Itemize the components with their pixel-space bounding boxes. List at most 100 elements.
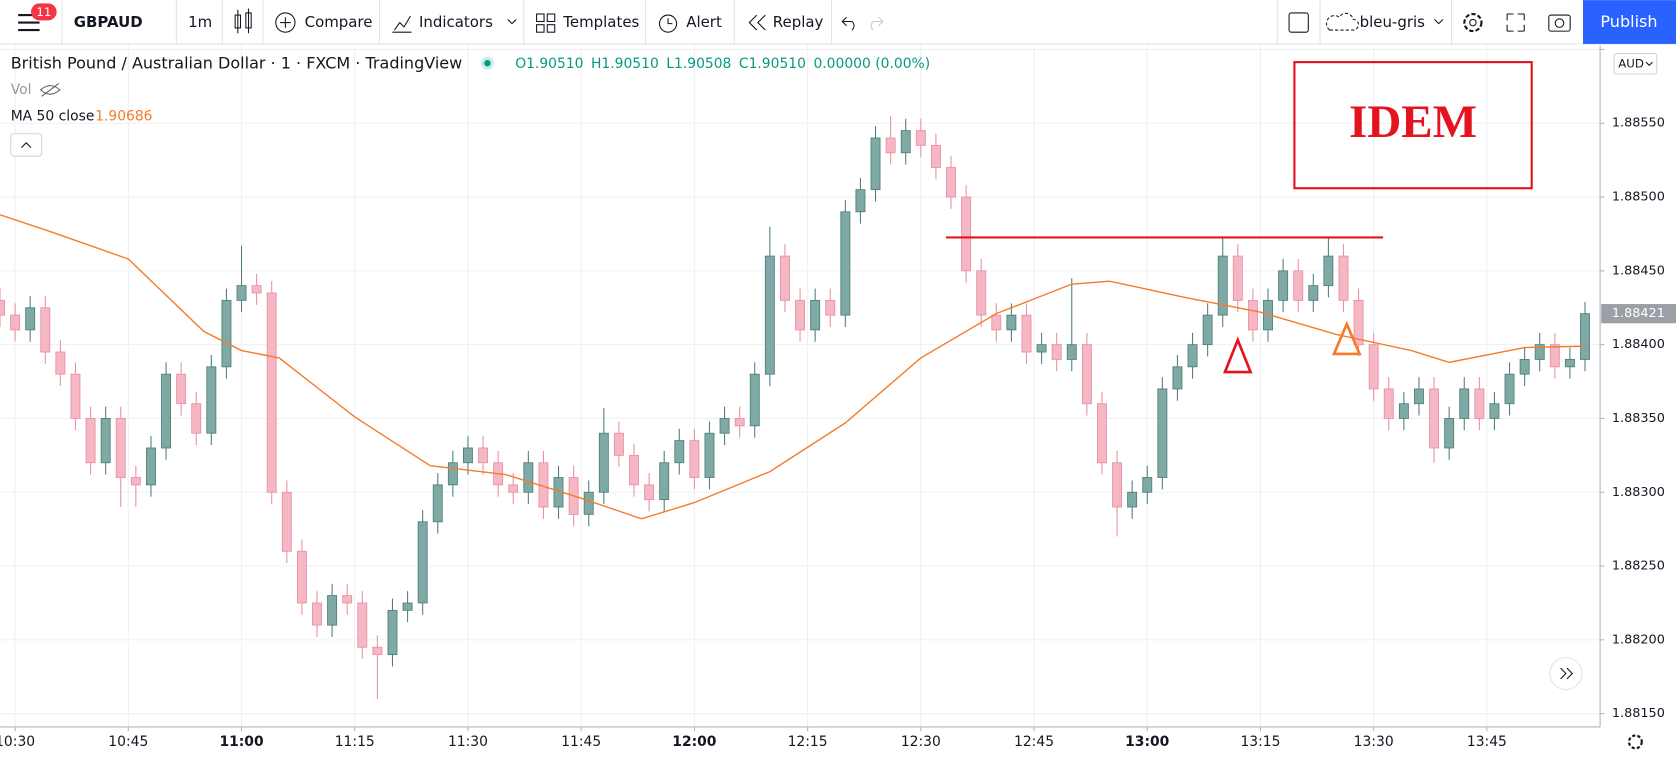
undo-button[interactable] [841, 16, 855, 31]
candle-body [598, 432, 609, 493]
axis-settings-button[interactable] [1627, 734, 1643, 750]
redo-button[interactable] [870, 16, 884, 31]
y-tick-label: 1.88250 [1612, 559, 1665, 574]
replay-button[interactable]: Replay [773, 13, 824, 31]
candle-body [1368, 344, 1379, 390]
candle-body [946, 167, 956, 198]
dropdown-icon[interactable] [507, 18, 517, 25]
templates-button[interactable]: Templates [562, 13, 639, 31]
snapshot-button[interactable] [1548, 14, 1571, 32]
scroll-icon [1560, 667, 1574, 680]
candle-body [1142, 477, 1153, 493]
candle-body [1097, 403, 1107, 464]
templates-icon [546, 24, 556, 33]
publish-button[interactable] [1583, 0, 1676, 44]
candle-body [296, 550, 307, 604]
candle-body [1232, 255, 1243, 301]
candle-body [1081, 344, 1092, 405]
candle-body [221, 299, 232, 368]
compare-icon [275, 12, 296, 33]
candle-body [629, 454, 639, 486]
candle-body [961, 196, 972, 272]
y-tick-label: 1.88200 [1612, 632, 1665, 647]
badge-count: 11 [36, 5, 51, 19]
candle-body [689, 440, 700, 478]
candle-body [1308, 285, 1319, 301]
y-tick-label: 1.88550 [1612, 116, 1665, 131]
candle-body [704, 432, 715, 478]
compare-button[interactable]: Compare [305, 13, 373, 31]
candle-body [463, 447, 473, 464]
candle-body [161, 373, 172, 449]
candle-body [1051, 344, 1062, 360]
alert-button[interactable]: Alert [686, 13, 722, 31]
candle-body [1217, 255, 1228, 316]
candle-body [613, 432, 624, 456]
candle-body [1489, 403, 1500, 419]
templates-icon [536, 13, 556, 33]
candle-body [915, 130, 926, 146]
alert-icon [667, 18, 673, 25]
settings-button[interactable] [1463, 12, 1483, 33]
last-price-box [1601, 304, 1676, 324]
text-box-drawing[interactable] [1293, 61, 1533, 190]
collapse-button[interactable] [10, 133, 43, 157]
layout-name[interactable]: bleu-gris [1360, 13, 1426, 31]
candle-body [176, 373, 187, 405]
candle-body [357, 602, 368, 648]
moving-average-line [0, 214, 1586, 520]
interval[interactable]: 1m [188, 13, 212, 31]
indicators-icon [392, 15, 412, 33]
candle-body [1066, 344, 1077, 360]
candle-body [478, 447, 489, 464]
chart-type-button[interactable] [234, 8, 252, 34]
ohlc-value: O1.90510 [515, 56, 583, 72]
candle-body [840, 211, 851, 316]
dropdown-icon [1645, 61, 1653, 67]
x-tick-label: 12:45 [1014, 734, 1054, 750]
menu-button[interactable]: 11 [18, 3, 57, 32]
triangle-drawing[interactable] [1331, 320, 1362, 356]
x-tick-label: 11:00 [219, 734, 263, 750]
annotation-text: IDEM [1349, 96, 1477, 148]
templates-icon [536, 13, 545, 23]
last-price-label: 1.88421 [1612, 306, 1665, 321]
hide-icon[interactable] [39, 83, 61, 97]
currency-button[interactable] [1613, 53, 1658, 75]
candle-body [281, 491, 292, 552]
candle-body [1202, 314, 1213, 346]
fullscreen-button[interactable] [1506, 13, 1525, 32]
dropdown-icon[interactable] [1434, 18, 1444, 25]
candle-body [780, 255, 790, 301]
candle-body [1519, 358, 1530, 375]
templates-icon [546, 13, 556, 23]
collapse-icon [20, 142, 32, 149]
templates-icon [536, 24, 545, 33]
time-axis [0, 726, 1676, 757]
market-status [484, 59, 491, 67]
badge [30, 3, 57, 21]
triangle-drawing[interactable] [1222, 336, 1253, 374]
x-tick-label: 13:00 [1125, 734, 1169, 750]
x-tick-label: 12:15 [788, 734, 828, 750]
candle-body [100, 418, 111, 464]
candle-body [1157, 388, 1168, 478]
y-tick-label: 1.88150 [1612, 706, 1665, 721]
candle-body [40, 307, 51, 353]
candle-body [1112, 462, 1123, 508]
candle-body [251, 285, 262, 294]
candle-body [1127, 491, 1138, 508]
x-tick-label: 13:15 [1240, 734, 1280, 750]
toolbar: 11 GBPAUD 1m Compare Indicators Template… [0, 0, 1676, 45]
candle-body [70, 373, 81, 419]
layout-button[interactable] [1288, 12, 1309, 33]
candle-body [25, 307, 36, 331]
candle-body [1021, 314, 1032, 353]
ohlc-value: H1.90510 [591, 56, 659, 72]
indicators-button[interactable]: Indicators [419, 13, 493, 31]
x-tick-label: 13:45 [1467, 734, 1507, 750]
symbol[interactable]: GBPAUD [74, 13, 143, 31]
